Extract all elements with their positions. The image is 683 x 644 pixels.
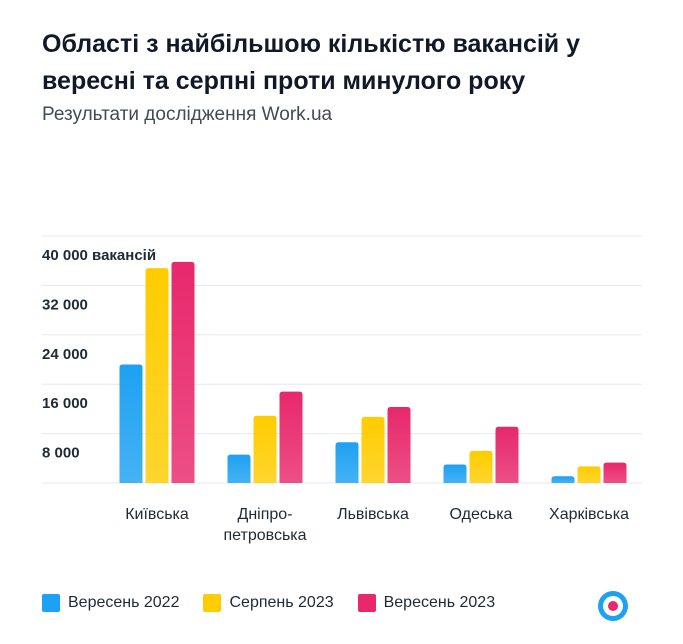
- legend-item-sep2022: Вересень 2022: [42, 594, 179, 612]
- legend-label-aug2023: Серпень 2023: [229, 594, 334, 611]
- x-tick-label: петровська: [223, 527, 306, 544]
- x-tick-label: Одеська: [450, 506, 513, 523]
- legend-swatch-sep2022: [42, 594, 60, 612]
- bar-aug2023: [361, 416, 385, 483]
- x-tick-label: Дніпро-: [237, 506, 292, 523]
- x-tick-label: Львівська: [337, 506, 409, 523]
- work-ua-logo-icon: [598, 591, 628, 621]
- bar-sep2023: [603, 462, 627, 483]
- bar-sep2022: [119, 364, 143, 483]
- y-tick-label: 24 000: [42, 346, 88, 363]
- bar-sep2023: [171, 261, 195, 483]
- y-tick-label: 32 000: [42, 296, 88, 313]
- legend-label-sep2023: Вересень 2023: [383, 594, 496, 611]
- y-tick-label: 40 000 вакансій: [42, 247, 156, 264]
- bar-aug2023: [469, 450, 493, 483]
- bar-aug2023: [145, 268, 169, 483]
- bar-sep2022: [443, 464, 467, 483]
- bar-sep2023: [279, 391, 303, 483]
- legend-label-sep2022: Вересень 2022: [68, 594, 180, 611]
- bar-sep2022: [551, 476, 575, 483]
- y-tick-label: 8 000: [42, 445, 80, 462]
- legend-item-sep2023: Вересень 2023: [357, 594, 496, 612]
- x-tick-label: Харківська: [549, 506, 629, 523]
- legend-swatch-aug2023: [203, 594, 222, 612]
- bar-sep2023: [387, 407, 411, 483]
- bar-sep2023: [495, 426, 519, 483]
- legend-swatch-sep2023: [357, 594, 376, 612]
- bar-aug2023: [253, 415, 277, 483]
- x-tick-label: Київська: [125, 506, 189, 523]
- bar-chart: 8 000 16 000 24 000 32 000 40 000 вакансій Ки…: [42, 235, 642, 544]
- bar-sep2022: [227, 454, 251, 483]
- chart-legend: Вересень 2022 Серпень 2023 Вересень 2023: [42, 594, 519, 612]
- chart-title: Області з найбільшою кількістю вакансій …: [42, 30, 581, 95]
- y-tick-label: 16 000: [42, 395, 88, 412]
- chart-subtitle: Результати дослідження Work.ua: [42, 104, 333, 125]
- bar-aug2023: [577, 466, 601, 483]
- bar-sep2022: [335, 442, 359, 483]
- legend-item-aug2023: Серпень 2023: [203, 594, 334, 612]
